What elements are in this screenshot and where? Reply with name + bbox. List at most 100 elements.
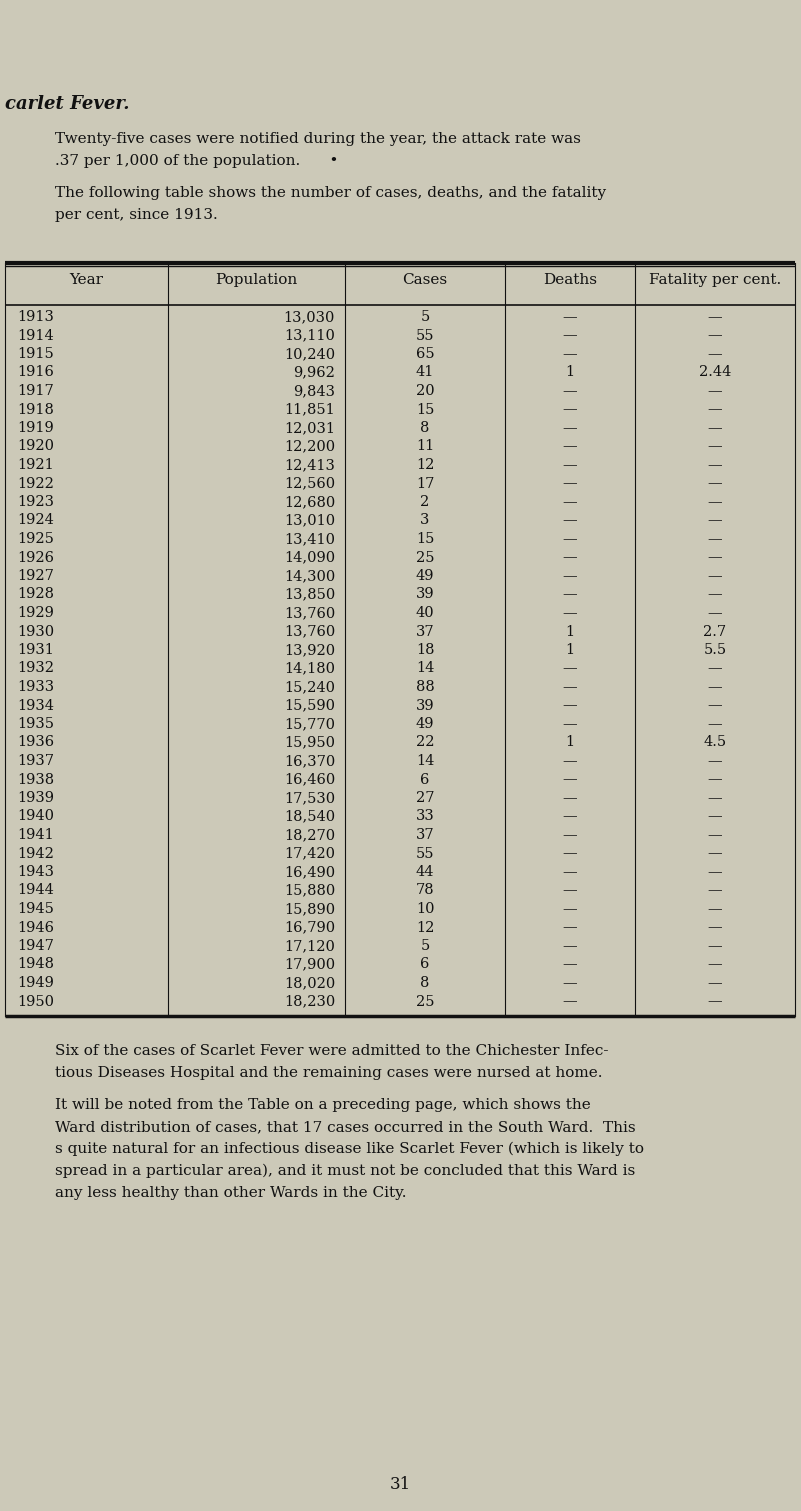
Text: 1930: 1930 <box>17 624 54 639</box>
Text: 55: 55 <box>416 328 434 343</box>
Text: —: — <box>708 532 723 545</box>
Text: 12: 12 <box>416 920 434 934</box>
Text: 1915: 1915 <box>17 348 54 361</box>
Text: 5.5: 5.5 <box>703 644 727 657</box>
Text: —: — <box>562 496 578 509</box>
Text: 78: 78 <box>416 884 434 898</box>
Text: —: — <box>562 588 578 601</box>
Text: —: — <box>708 402 723 417</box>
Text: —: — <box>708 718 723 731</box>
Text: 1924: 1924 <box>17 514 54 527</box>
Text: 5: 5 <box>421 938 429 953</box>
Text: 20: 20 <box>416 384 434 397</box>
Text: 1933: 1933 <box>17 680 54 694</box>
Text: —: — <box>708 754 723 768</box>
Text: —: — <box>562 606 578 620</box>
Text: 1940: 1940 <box>17 810 54 823</box>
Text: 1916: 1916 <box>17 366 54 379</box>
Text: 10,240: 10,240 <box>284 348 335 361</box>
Text: —: — <box>562 846 578 860</box>
Text: —: — <box>708 310 723 323</box>
Text: 14,090: 14,090 <box>284 550 335 565</box>
Text: Ward distribution of cases, that 17 cases occurred in the South Ward.  This: Ward distribution of cases, that 17 case… <box>55 1120 636 1133</box>
Text: 1941: 1941 <box>17 828 54 842</box>
Text: 18: 18 <box>416 644 434 657</box>
Text: 12,680: 12,680 <box>284 496 335 509</box>
Text: 1920: 1920 <box>17 440 54 453</box>
Text: 6: 6 <box>421 772 429 787</box>
Text: —: — <box>562 718 578 731</box>
Text: —: — <box>562 348 578 361</box>
Text: 13,110: 13,110 <box>284 328 335 343</box>
Text: —: — <box>562 864 578 879</box>
Text: 2: 2 <box>421 496 429 509</box>
Text: 1: 1 <box>566 624 574 639</box>
Text: —: — <box>562 532 578 545</box>
Text: 1918: 1918 <box>17 402 54 417</box>
Text: —: — <box>562 662 578 675</box>
Text: 3: 3 <box>421 514 429 527</box>
Text: —: — <box>562 920 578 934</box>
Text: 12,560: 12,560 <box>284 476 335 491</box>
Text: 39: 39 <box>416 588 434 601</box>
Text: —: — <box>562 958 578 972</box>
Text: —: — <box>562 422 578 435</box>
Text: 15,770: 15,770 <box>284 718 335 731</box>
Text: 1938: 1938 <box>17 772 54 787</box>
Text: Cases: Cases <box>402 273 448 287</box>
Text: 16,370: 16,370 <box>284 754 335 768</box>
Text: —: — <box>708 422 723 435</box>
Text: It will be noted from the Table on a preceding page, which shows the: It will be noted from the Table on a pre… <box>55 1098 591 1112</box>
Text: —: — <box>708 846 723 860</box>
Text: —: — <box>708 828 723 842</box>
Text: —: — <box>708 680 723 694</box>
Text: 1913: 1913 <box>17 310 54 323</box>
Text: 1944: 1944 <box>17 884 54 898</box>
Text: —: — <box>708 328 723 343</box>
Text: carlet Fever.: carlet Fever. <box>5 95 130 113</box>
Text: 15: 15 <box>416 532 434 545</box>
Text: —: — <box>708 994 723 1008</box>
Text: 88: 88 <box>416 680 434 694</box>
Text: 49: 49 <box>416 570 434 583</box>
Text: Year: Year <box>70 273 103 287</box>
Text: s quite natural for an infectious disease like Scarlet Fever (which is likely to: s quite natural for an infectious diseas… <box>55 1142 644 1156</box>
Text: 15,880: 15,880 <box>284 884 335 898</box>
Text: —: — <box>708 790 723 805</box>
Text: 40: 40 <box>416 606 434 620</box>
Text: 1922: 1922 <box>17 476 54 491</box>
Text: 14: 14 <box>416 754 434 768</box>
Text: 9,843: 9,843 <box>293 384 335 397</box>
Text: 1947: 1947 <box>17 938 54 953</box>
Text: 14,180: 14,180 <box>284 662 335 675</box>
Text: —: — <box>562 550 578 565</box>
Text: 1943: 1943 <box>17 864 54 879</box>
Text: 37: 37 <box>416 624 434 639</box>
Text: 55: 55 <box>416 846 434 860</box>
Text: 11: 11 <box>416 440 434 453</box>
Text: —: — <box>562 772 578 787</box>
Text: 1925: 1925 <box>17 532 54 545</box>
Text: 8: 8 <box>421 422 429 435</box>
Text: 41: 41 <box>416 366 434 379</box>
Text: —: — <box>562 902 578 916</box>
Text: 1914: 1914 <box>17 328 54 343</box>
Text: 1: 1 <box>566 366 574 379</box>
Text: —: — <box>708 938 723 953</box>
Text: 13,920: 13,920 <box>284 644 335 657</box>
Text: 31: 31 <box>390 1476 411 1493</box>
Text: 8: 8 <box>421 976 429 990</box>
Text: 13,760: 13,760 <box>284 624 335 639</box>
Text: —: — <box>708 476 723 491</box>
Text: 1942: 1942 <box>17 846 54 860</box>
Text: —: — <box>562 328 578 343</box>
Text: 1928: 1928 <box>17 588 54 601</box>
Text: 25: 25 <box>416 550 434 565</box>
Text: —: — <box>562 976 578 990</box>
Text: per cent, since 1913.: per cent, since 1913. <box>55 209 218 222</box>
Text: —: — <box>708 698 723 713</box>
Text: —: — <box>562 884 578 898</box>
Text: 4.5: 4.5 <box>703 736 727 749</box>
Text: 1931: 1931 <box>17 644 54 657</box>
Text: Population: Population <box>215 273 298 287</box>
